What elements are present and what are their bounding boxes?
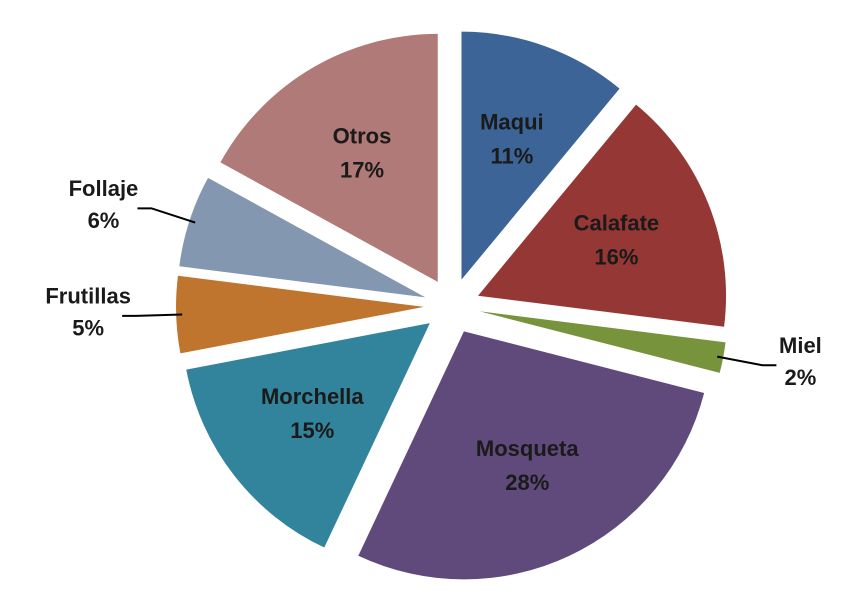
- pie-slice: [358, 331, 705, 580]
- slice-value: 2%: [785, 365, 817, 390]
- slice-value: 11%: [490, 143, 533, 168]
- slice-value: 15%: [290, 418, 334, 443]
- slice-label: Morchella: [261, 384, 364, 409]
- pie-slice: [478, 104, 727, 327]
- leader-line: [137, 207, 196, 224]
- leader-line: [717, 355, 777, 367]
- pie-slice: [220, 33, 438, 282]
- slice-label: Otros: [333, 124, 392, 149]
- slice-value: 17%: [340, 158, 384, 183]
- leader-line: [122, 313, 183, 317]
- slice-label: Miel: [779, 333, 822, 358]
- slice-label: Maqui: [480, 109, 544, 134]
- slice-label: Frutillas: [45, 284, 131, 309]
- slice-value: 6%: [88, 208, 120, 233]
- slice-value: 16%: [594, 245, 638, 270]
- pie-slice: [179, 177, 426, 298]
- pie-slice: [461, 31, 620, 280]
- pie-slice: [176, 275, 425, 354]
- pie-slice: [479, 311, 726, 373]
- pie-slice: [186, 323, 430, 548]
- slice-label: Calafate: [574, 211, 660, 236]
- slice-value: 5%: [72, 316, 104, 341]
- slice-label: Mosqueta: [476, 436, 579, 461]
- slice-value: 28%: [505, 470, 549, 495]
- slice-label: Follaje: [69, 176, 139, 201]
